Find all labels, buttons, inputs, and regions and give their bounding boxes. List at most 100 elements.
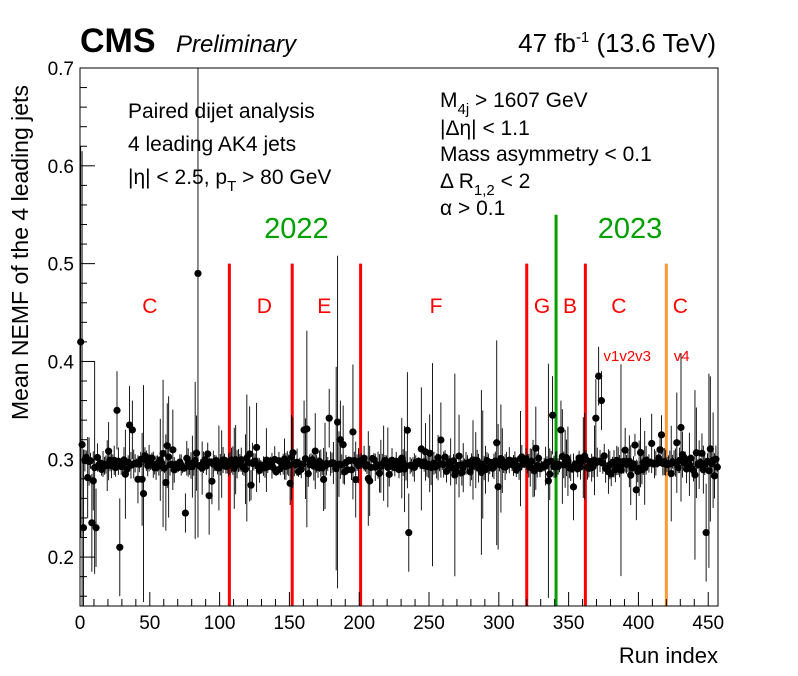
data-point [544, 477, 552, 485]
data-point [169, 446, 177, 454]
data-point [325, 414, 333, 422]
data-point [677, 423, 685, 432]
data-point [333, 418, 342, 426]
data-point [253, 443, 261, 452]
data-point [113, 406, 121, 414]
luminosity-label: 47 fb-1 (13.6 TeV) [518, 28, 716, 58]
data-point [339, 441, 347, 449]
data-point [128, 426, 136, 434]
data-point [636, 448, 645, 457]
annotation-analysis: Paired dijet analysis [128, 100, 315, 123]
data-point [148, 454, 156, 462]
y-tick-label: 0.4 [48, 352, 75, 373]
data-point [159, 449, 167, 458]
annotation-dr: Δ R1,2 < 2 [440, 170, 530, 199]
era-label: B [563, 295, 577, 318]
data-point [455, 452, 463, 460]
data-point [548, 411, 557, 419]
preliminary-label: Preliminary [176, 31, 298, 58]
data-point [247, 481, 255, 489]
data-point [511, 457, 519, 465]
era-label: C [611, 295, 626, 318]
data-point [349, 428, 357, 436]
annotation-eta-pt: |η| < 2.5, pT > 80 GeV [128, 166, 331, 195]
data-point [632, 486, 640, 494]
x-tick-label: 400 [623, 613, 655, 634]
data-point [208, 477, 216, 485]
data-point [79, 524, 88, 532]
data-point [592, 414, 600, 422]
era-label: F [430, 295, 443, 318]
data-point [597, 396, 606, 405]
data-point [88, 519, 96, 527]
data-point [299, 460, 307, 468]
annotation-asymmetry: Mass asymmetry < 0.1 [440, 143, 652, 166]
data-point [405, 529, 413, 537]
data-point [192, 449, 201, 457]
data-point [600, 452, 608, 460]
y-axis-label: Mean NEMF of the 4 leading jets [7, 85, 33, 420]
data-point [631, 441, 639, 449]
data-point [441, 453, 449, 461]
x-tick-label: 300 [483, 613, 515, 634]
data-point [535, 454, 543, 462]
y-tick-label: 0.5 [48, 255, 74, 276]
data-point [494, 483, 502, 491]
data-point [92, 524, 100, 532]
data-point [311, 447, 319, 455]
data-point [138, 475, 146, 483]
data-point [111, 463, 120, 472]
data-point [352, 475, 360, 484]
annotation-jets: 4 leading AK4 jets [128, 133, 296, 156]
data-point [546, 470, 554, 478]
era-label: G [534, 295, 550, 318]
data-point [395, 466, 403, 474]
data-point [165, 453, 173, 461]
era-label: D [257, 295, 272, 318]
data-point [576, 463, 585, 471]
data-point [657, 431, 666, 439]
cms-label: CMS [80, 22, 156, 60]
data-point [621, 446, 629, 454]
data-point [366, 477, 374, 485]
era-label: C [673, 295, 688, 318]
data-points [77, 68, 721, 606]
data-point [532, 444, 540, 452]
data-point [452, 467, 460, 475]
x-tick-label: 50 [139, 613, 160, 634]
data-point [139, 489, 148, 498]
data-point [595, 372, 603, 380]
x-tick-label: 250 [413, 613, 445, 634]
data-point [569, 483, 578, 491]
x-tick-label: 350 [553, 613, 585, 634]
data-point [673, 439, 681, 447]
data-point [557, 426, 565, 434]
x-tick-label: 100 [204, 613, 236, 634]
data-point [180, 464, 188, 472]
data-point [629, 460, 638, 468]
axes: 0 50 100 150 200 250 300 350 400 450 0.2 0.3 0.4 0.5 0… [48, 59, 725, 634]
data-point [437, 436, 445, 444]
data-point [89, 477, 97, 485]
data-point [304, 470, 312, 478]
x-tick-label: 0 [75, 613, 86, 634]
x-axis-label: Run index [619, 643, 718, 668]
data-point [648, 439, 656, 448]
data-point [692, 449, 700, 457]
data-point [713, 463, 721, 471]
x-tick-label: 450 [692, 613, 724, 634]
version-label: v4 [674, 348, 690, 365]
era-boundaries [227, 214, 668, 606]
data-point [687, 454, 695, 462]
data-point [702, 529, 710, 537]
data-point [710, 472, 719, 480]
data-point [360, 454, 368, 462]
data-point [246, 450, 254, 458]
data-point [114, 457, 122, 465]
data-point [181, 509, 190, 517]
y-tick-label: 0.6 [48, 157, 74, 178]
data-point [493, 439, 501, 447]
data-point [320, 475, 328, 484]
